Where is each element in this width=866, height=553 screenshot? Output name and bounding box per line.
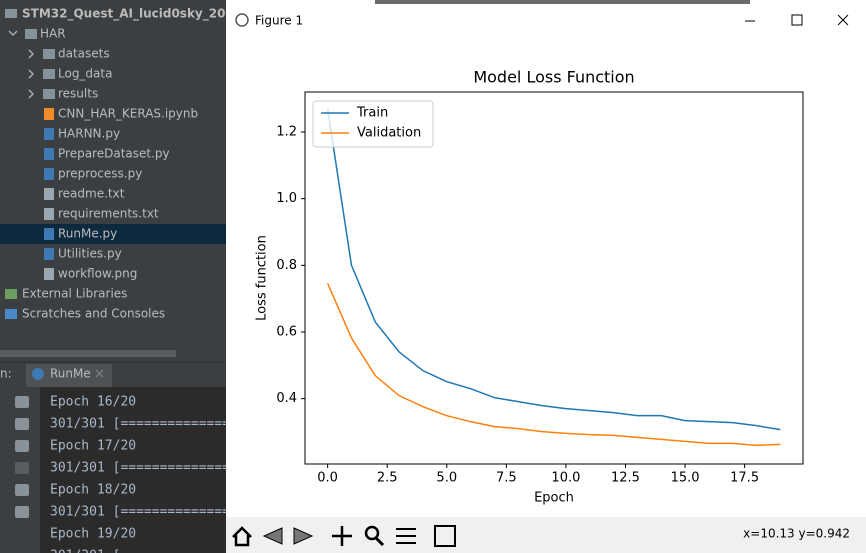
axes-frame bbox=[304, 91, 804, 465]
file-icon bbox=[44, 268, 54, 280]
lib-icon bbox=[5, 289, 17, 299]
toolbar-buttons bbox=[232, 525, 456, 547]
file-icon bbox=[44, 148, 54, 160]
folder-icon bbox=[43, 69, 55, 79]
config-button[interactable] bbox=[396, 528, 416, 544]
pan-button[interactable] bbox=[332, 526, 352, 546]
y-tick-label: 1.2 bbox=[276, 125, 297, 140]
console-tool[interactable] bbox=[15, 440, 29, 452]
console-line: Epoch 17/20 bbox=[50, 439, 136, 454]
folder-icon bbox=[5, 9, 17, 18]
project-title: STM32_Quest_AI_lucid0sky_2022 bbox=[22, 7, 242, 22]
tree-item: HARNN.py bbox=[58, 127, 120, 141]
console-line: Epoch 16/20 bbox=[50, 395, 136, 410]
console-line: Epoch 19/20 bbox=[50, 527, 136, 542]
tree-item: HAR bbox=[40, 27, 66, 41]
tree-item: readme.txt bbox=[58, 187, 125, 201]
run-label: n: bbox=[0, 367, 12, 381]
tree-item: External Libraries bbox=[22, 287, 127, 301]
x-tick-label: 0.0 bbox=[317, 471, 338, 486]
python-icon bbox=[32, 368, 44, 380]
zoom-handle bbox=[374, 536, 385, 547]
console-line: 301/301 [============== bbox=[50, 461, 230, 476]
tree-item: Utilities.py bbox=[58, 247, 122, 261]
file-icon bbox=[44, 248, 54, 260]
tree-item: CNN_HAR_KERAS.ipynb bbox=[58, 107, 198, 121]
window-title: Figure 1 bbox=[255, 14, 303, 28]
folder-icon bbox=[43, 49, 55, 59]
window-icon bbox=[235, 13, 249, 27]
line-series bbox=[326, 108, 781, 431]
top-strip bbox=[375, 0, 750, 4]
console-tool[interactable] bbox=[15, 396, 29, 408]
expander bbox=[28, 69, 35, 79]
console-tool[interactable] bbox=[15, 484, 29, 496]
legend-label: Validation bbox=[357, 126, 421, 141]
file-icon bbox=[44, 128, 54, 140]
file-icon bbox=[44, 168, 54, 180]
scrollbar bbox=[0, 350, 176, 357]
tree-item: Log_data bbox=[58, 67, 112, 81]
line-series bbox=[326, 283, 781, 447]
lib-icon bbox=[5, 309, 17, 319]
x-tick-label: 17.5 bbox=[730, 471, 759, 486]
console-tool[interactable] bbox=[15, 418, 29, 430]
y-tick-label: 0.4 bbox=[276, 391, 297, 406]
file-icon bbox=[44, 108, 54, 120]
tree-item: preprocess.py bbox=[58, 167, 142, 181]
back-button[interactable] bbox=[262, 527, 283, 545]
console-tool[interactable] bbox=[15, 506, 29, 518]
console-line: 301/301 [ bbox=[50, 549, 120, 553]
run-tab-bg[interactable] bbox=[26, 364, 112, 387]
expander bbox=[8, 30, 18, 37]
y-tick-label: 0.8 bbox=[276, 258, 297, 273]
legend-label: Train bbox=[356, 106, 388, 121]
plot: 0.0 2.5 5.0 7.5 10.0 12.5 15.0 17.5 0.4 0.6 0.8 1.0… bbox=[276, 100, 781, 486]
tree-item: PrepareDataset.py bbox=[58, 147, 170, 161]
x-tick-label: 5.0 bbox=[436, 471, 457, 486]
tree-item: Scratches and Consoles bbox=[22, 307, 165, 321]
zoom-button[interactable] bbox=[364, 525, 380, 541]
tab-close bbox=[95, 369, 104, 378]
home-button[interactable] bbox=[232, 526, 252, 547]
expander bbox=[28, 49, 35, 59]
y-axis-label: Loss function bbox=[255, 235, 270, 321]
close-button[interactable] bbox=[837, 14, 849, 26]
tree-item: RunMe.py bbox=[58, 227, 117, 241]
ide-content: STM32_Quest_AI_lucid0sky_2022 HAR datasets… bbox=[0, 7, 242, 553]
tree-item: results bbox=[58, 87, 98, 101]
status-text: x=10.13 y=0.942 bbox=[743, 527, 850, 541]
file-icon bbox=[44, 228, 54, 240]
file-icon bbox=[44, 208, 54, 220]
tree-item: requirements.txt bbox=[58, 207, 159, 221]
expander bbox=[28, 89, 35, 99]
selected-row bbox=[0, 224, 226, 244]
maximize-button[interactable] bbox=[791, 14, 803, 26]
tree-item: workflow.png bbox=[58, 267, 137, 281]
forward-button[interactable] bbox=[293, 527, 314, 545]
x-tick-label: 10.0 bbox=[551, 471, 580, 486]
x-tick-label: 7.5 bbox=[496, 471, 517, 486]
console-line: 301/301 [============== bbox=[50, 417, 230, 432]
save-button[interactable] bbox=[434, 525, 456, 547]
x-axis-label: Epoch bbox=[534, 491, 574, 506]
tree-item: datasets bbox=[58, 47, 110, 61]
chart-title: Model Loss Function bbox=[473, 68, 634, 87]
run-tab: RunMe bbox=[50, 367, 91, 381]
console-line: 301/301 [============== bbox=[50, 505, 230, 520]
x-tick-label: 12.5 bbox=[611, 471, 640, 486]
y-tick-label: 0.6 bbox=[276, 325, 297, 340]
file-icon bbox=[44, 188, 54, 200]
folder-icon bbox=[25, 29, 37, 39]
folder-icon bbox=[43, 89, 55, 99]
y-tick-label: 1.0 bbox=[276, 191, 297, 206]
x-tick-label: 15.0 bbox=[671, 471, 700, 486]
console-line: Epoch 18/20 bbox=[50, 483, 136, 498]
x-tick-label: 2.5 bbox=[377, 471, 398, 486]
console-tool[interactable] bbox=[15, 462, 29, 474]
